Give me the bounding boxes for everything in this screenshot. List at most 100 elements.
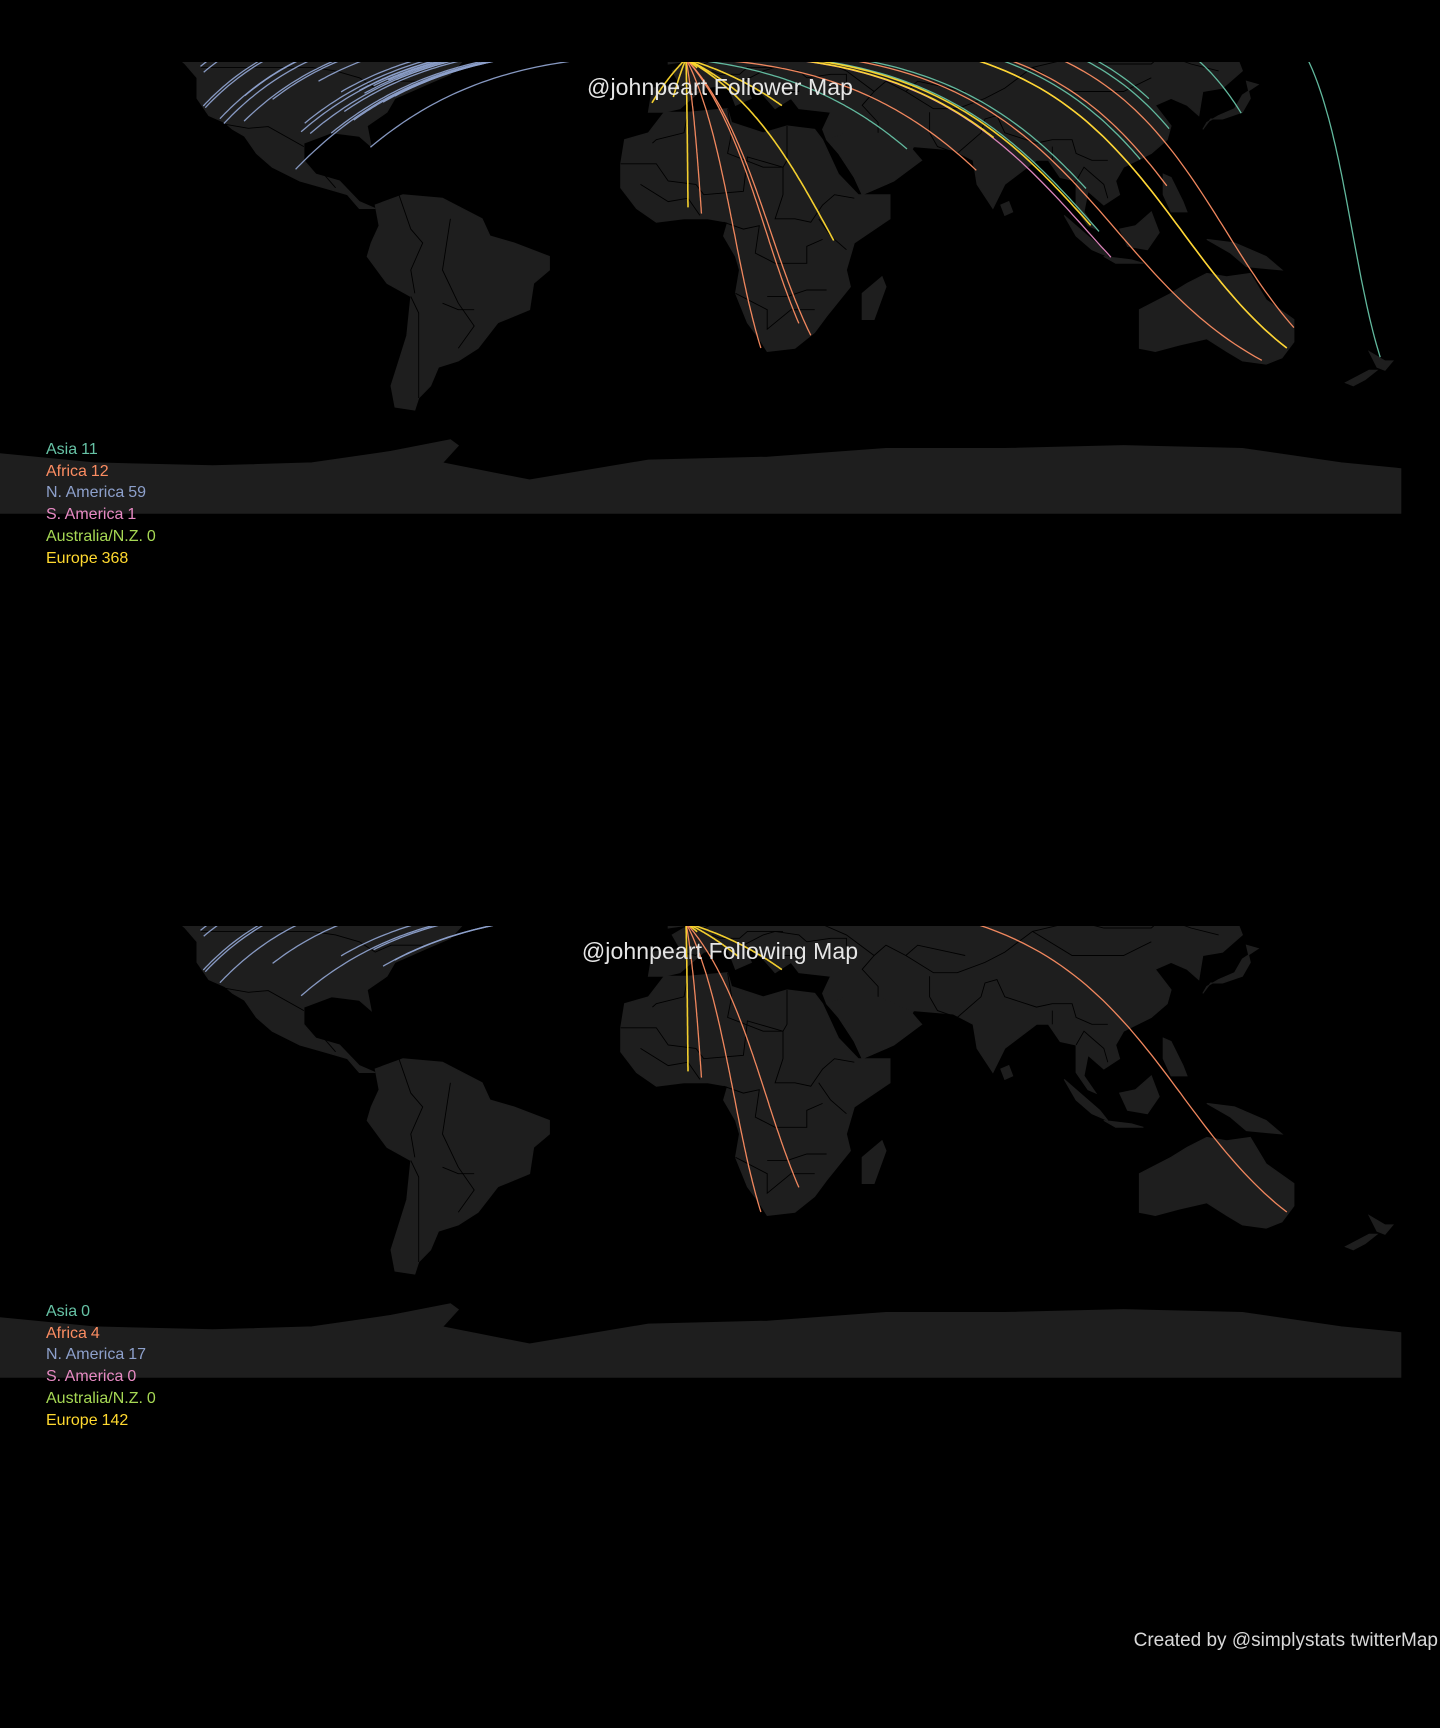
country-border <box>1032 931 1152 956</box>
connection-arc-asia <box>825 62 1100 232</box>
connection-arc-n-america <box>272 62 339 100</box>
country-border <box>767 1153 827 1162</box>
legend-label: N. America <box>46 1346 125 1364</box>
connection-arc-europe <box>819 62 1092 226</box>
landmass-new-zealand-north <box>1367 350 1394 371</box>
connection-arc-n-america <box>358 62 432 92</box>
country-border <box>640 184 701 216</box>
connection-arc-n-america <box>382 62 493 103</box>
connection-arc-africa <box>685 62 703 214</box>
landmass-antarctica <box>0 439 1402 514</box>
legend-label: S. America <box>46 506 124 524</box>
follower-map <box>0 62 1402 514</box>
landmass-japan <box>1202 80 1260 130</box>
connection-arc-n-america <box>243 62 333 122</box>
country-border <box>806 73 847 95</box>
country-border <box>652 976 689 1008</box>
connection-arc-europe <box>693 62 783 107</box>
country-border <box>783 948 800 956</box>
connection-arc-n-america <box>330 62 482 134</box>
country-border <box>703 926 710 929</box>
connection-arc-n-america <box>295 62 488 170</box>
legend-label: N. America <box>46 484 125 502</box>
country-border <box>861 955 879 997</box>
country-border <box>957 979 1108 1025</box>
legend-entry-north-america: N. America 17 <box>46 1344 156 1366</box>
landmass-north-america <box>182 926 463 1073</box>
connection-arc-n-america <box>387 62 442 81</box>
country-border <box>200 930 423 953</box>
legend-count: 1 <box>127 506 137 524</box>
country-border <box>711 66 783 75</box>
connection-arc-n-america <box>309 62 451 134</box>
landmass-arabia <box>825 996 923 1060</box>
landmass-britain <box>667 926 686 929</box>
connection-arc-europe <box>689 62 835 241</box>
connection-arc-n-america <box>340 926 412 957</box>
legend-entry-europe: Europe 368 <box>46 548 156 570</box>
connection-arc-europe <box>651 62 685 104</box>
country-border <box>711 930 783 939</box>
country-border <box>723 221 823 264</box>
following-map-title: @johnpeart Following Map <box>581 938 859 964</box>
connection-arc-n-america <box>223 62 309 124</box>
landmass-new-zealand-south <box>1344 369 1379 387</box>
country-border <box>398 1058 424 1158</box>
legend-count: 59 <box>128 484 147 502</box>
connection-arc-asia <box>869 62 1087 189</box>
connection-arc-europe <box>688 926 698 933</box>
legend-entry-africa: Africa 12 <box>46 461 156 483</box>
country-border <box>410 296 420 398</box>
connection-arc-n-america <box>373 62 439 87</box>
country-border <box>767 289 827 298</box>
connection-arc-n-america <box>369 62 570 148</box>
country-border <box>224 123 305 147</box>
legend-count: 11 <box>81 441 98 458</box>
landmass-north-america <box>182 62 463 209</box>
following-map-panel: @johnpeart Following Map Asia 0 Africa 4 N… <box>0 926 1440 1586</box>
landmass-eurasia <box>647 926 1243 1095</box>
landmass-philippines <box>1162 1037 1188 1077</box>
landmass-new-zealand-south <box>1344 1233 1379 1251</box>
land-layer <box>0 926 1402 1378</box>
connection-arc-n-america <box>300 62 434 133</box>
landmass-indonesia-java <box>1103 256 1144 264</box>
connection-arc-africa <box>688 62 812 336</box>
connection-arc-n-america <box>272 926 339 964</box>
connection-arc-asia <box>1199 62 1242 114</box>
connection-arc-n-america <box>204 926 264 973</box>
landmass-new-zealand-north <box>1367 1214 1394 1235</box>
land-layer <box>0 62 1402 514</box>
country-border <box>442 218 475 349</box>
connection-arc-africa <box>1064 62 1295 329</box>
country-border <box>410 1160 420 1262</box>
country-border <box>703 62 710 65</box>
landmass-antarctica <box>0 1303 1402 1378</box>
landmass-new-guinea <box>1206 1102 1284 1135</box>
legend-entry-south-america: S. America 0 <box>46 1366 156 1388</box>
landmass-sri-lanka <box>1000 1064 1014 1081</box>
legend-label: Australia/N.Z. <box>46 1389 143 1407</box>
connection-arc-n-america <box>304 62 424 124</box>
legend-entry-asia: Asia 0 <box>46 1301 156 1323</box>
country-border <box>783 84 800 92</box>
connection-arc-europe <box>685 926 689 1072</box>
connection-layer <box>200 926 1288 1213</box>
legend-label: Europe <box>46 1411 98 1429</box>
legend-entry-asia: Asia 11 <box>46 439 156 461</box>
landmass-indonesia-borneo <box>1118 1075 1160 1115</box>
legend-entry-south-america: S. America 1 <box>46 504 156 526</box>
country-border <box>929 976 958 1018</box>
connection-arc-n-america <box>244 62 298 97</box>
connection-arc-africa <box>687 926 800 1188</box>
legend-label: Europe <box>46 549 98 567</box>
border-layer <box>200 926 1219 1262</box>
connection-arc-n-america <box>353 62 491 121</box>
connection-arc-n-america <box>382 926 493 967</box>
legend-count: 0 <box>146 527 156 545</box>
landmass-madagascar <box>861 1139 887 1184</box>
country-border <box>442 302 475 311</box>
connection-arc-n-america <box>373 926 439 951</box>
connection-arc-n-america <box>202 926 259 971</box>
connection-arc-europe <box>693 926 783 971</box>
